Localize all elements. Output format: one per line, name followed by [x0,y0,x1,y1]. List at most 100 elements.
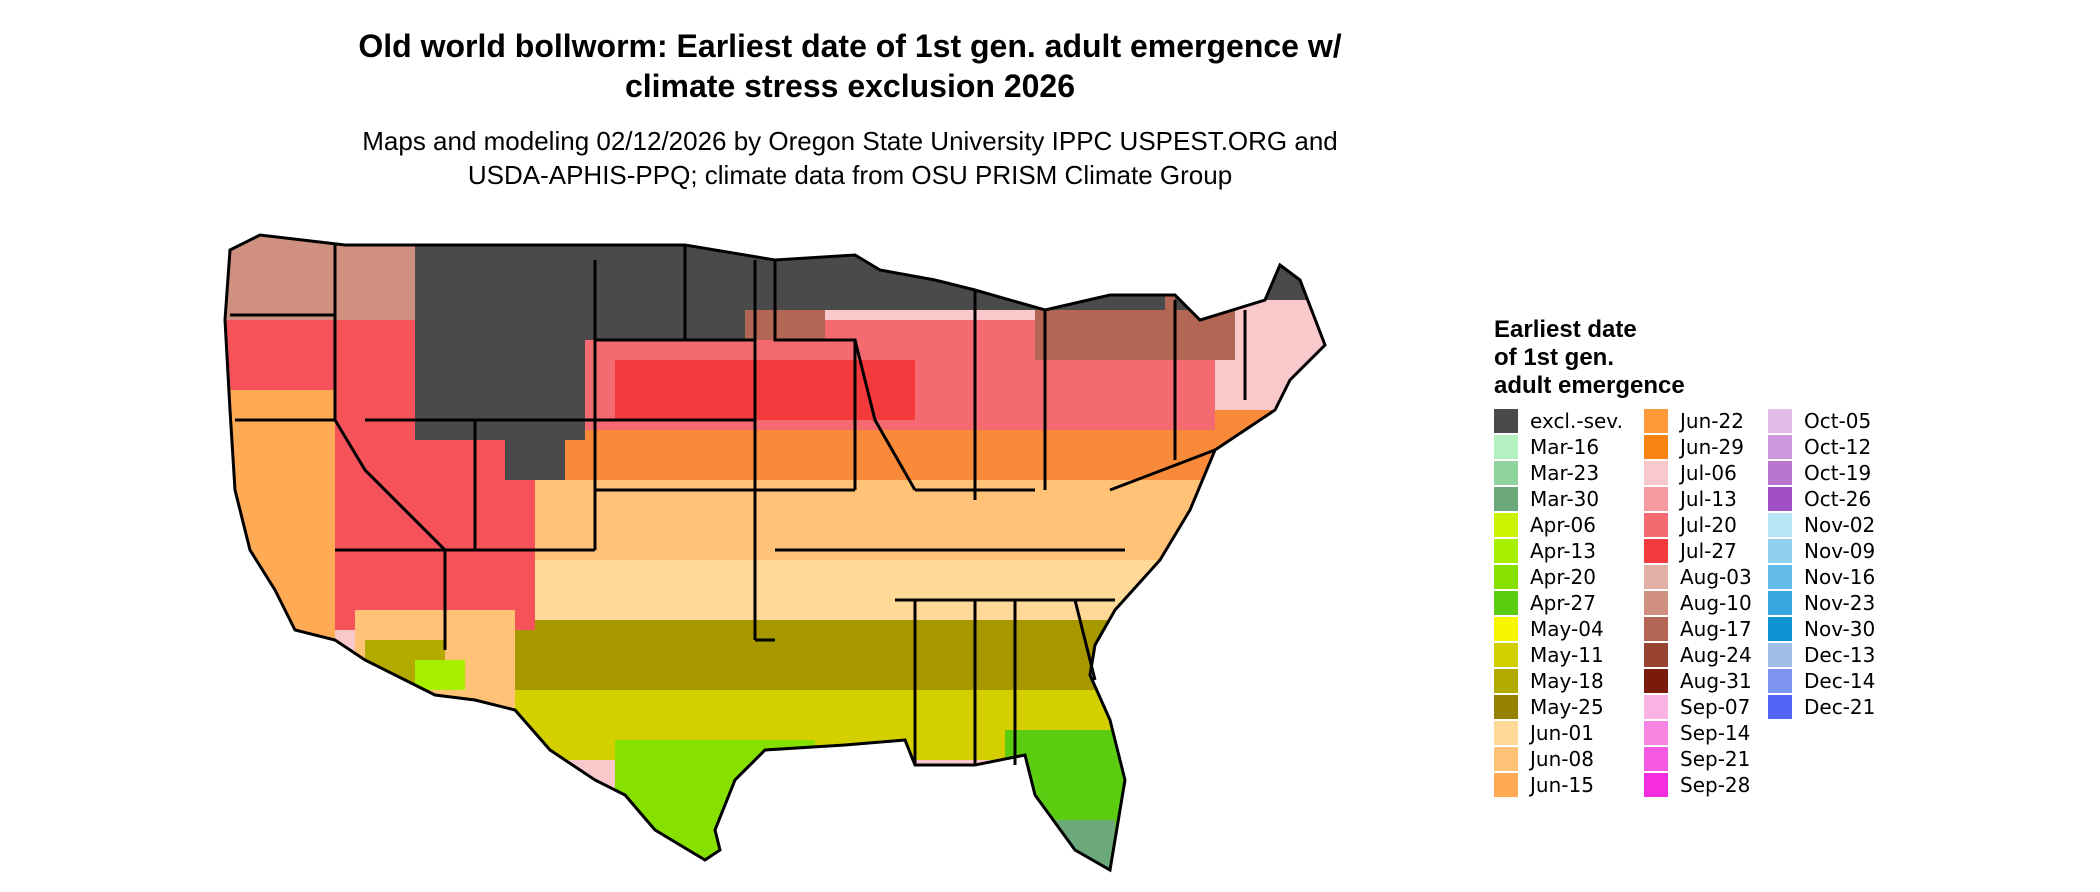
legend-label: Oct-12 [1804,435,1872,459]
legend-swatch [1644,643,1668,667]
legend-swatch [1768,513,1792,537]
legend-label: Apr-20 [1530,565,1596,589]
legend-swatch [1644,695,1668,719]
legend-swatch [1644,461,1668,485]
legend-column-1: excl.-sev. Mar-16 Mar-23 Mar-30 Apr-06 Apr-13… [1494,408,1623,798]
legend-label: Nov-16 [1804,565,1876,589]
legend-item: Jul-06 [1644,460,1752,486]
legend-label: Jul-13 [1680,487,1737,511]
legend-swatch [1494,487,1518,511]
legend-label: Apr-06 [1530,513,1596,537]
legend-swatch [1644,591,1668,615]
legend-swatch [1768,565,1792,589]
legend-item: Aug-17 [1644,616,1752,642]
legend-item: Aug-10 [1644,590,1752,616]
legend-item: Dec-14 [1768,668,1875,694]
legend-swatch [1644,721,1668,745]
legend-item: Mar-23 [1494,460,1623,486]
legend-swatch [1494,435,1518,459]
legend-swatch [1494,565,1518,589]
legend-item: Nov-16 [1768,564,1875,590]
legend-swatch [1644,513,1668,537]
legend-label: Sep-14 [1680,721,1751,745]
legend-item: Apr-20 [1494,564,1623,590]
legend-item: Sep-28 [1644,772,1752,798]
legend-swatch [1768,591,1792,615]
legend-swatch [1644,409,1668,433]
legend-swatch [1644,487,1668,511]
legend-swatch [1494,617,1518,641]
legend-item: Jun-08 [1494,746,1623,772]
legend-label: Mar-16 [1530,435,1600,459]
map-subtitle-line-2: USDA-APHIS-PPQ; climate data from OSU PR… [467,160,1233,190]
legend-label: Dec-13 [1804,643,1876,667]
legend-label: Aug-24 [1680,643,1752,667]
legend-swatch [1494,461,1518,485]
map-subtitle-line-1: Maps and modeling 02/12/2026 by Oregon S… [362,126,1338,156]
us-emergence-map [223,233,1327,872]
legend-item: May-04 [1494,616,1623,642]
legend-swatch [1768,487,1792,511]
legend-swatch [1494,643,1518,667]
legend-item: Apr-13 [1494,538,1623,564]
legend-label: May-18 [1530,669,1604,693]
legend-swatch [1644,747,1668,771]
legend-label: Sep-07 [1680,695,1751,719]
legend-swatch [1644,669,1668,693]
legend-label: Jun-01 [1530,721,1594,745]
legend-swatch [1494,695,1518,719]
legend-item: Jun-01 [1494,720,1623,746]
legend-label: Dec-21 [1804,695,1876,719]
legend-label: Mar-30 [1530,487,1600,511]
legend-swatch [1768,461,1792,485]
map-title-line-1: Old world bollworm: Earliest date of 1st… [358,28,1342,64]
legend-item: Nov-30 [1768,616,1875,642]
legend-swatch [1494,773,1518,797]
legend-swatch [1494,669,1518,693]
map-title-line-2: climate stress exclusion 2026 [624,68,1076,104]
legend-item: May-18 [1494,668,1623,694]
legend-item: Oct-12 [1768,434,1875,460]
legend-item: Dec-21 [1768,694,1875,720]
legend-label: Apr-27 [1530,591,1596,615]
legend-title-line-2: of 1st gen. [1494,344,1615,371]
legend-swatch [1494,721,1518,745]
legend-label: May-04 [1530,617,1604,641]
map-color-fill [225,235,1325,870]
legend-swatch [1494,747,1518,771]
legend-swatch [1644,435,1668,459]
legend-label: Jun-15 [1530,773,1594,797]
legend-item: Jul-13 [1644,486,1752,512]
legend-swatch [1644,565,1668,589]
legend-label: Sep-28 [1680,773,1751,797]
legend-item: excl.-sev. [1494,408,1623,434]
legend-item: Jun-29 [1644,434,1752,460]
map-subtitle: Maps and modeling 02/12/2026 by Oregon S… [300,124,1400,192]
legend-item: Jul-27 [1644,538,1752,564]
legend-item: Apr-27 [1494,590,1623,616]
legend-swatch [1768,695,1792,719]
legend-swatch [1494,591,1518,615]
legend-label: Mar-23 [1530,461,1600,485]
legend-swatch [1494,409,1518,433]
legend-item: Aug-31 [1644,668,1752,694]
map-title: Old world bollworm: Earliest date of 1st… [300,26,1400,106]
legend-item: Nov-23 [1768,590,1875,616]
legend-label: Jul-20 [1680,513,1737,537]
legend-item: Sep-07 [1644,694,1752,720]
legend-swatch [1768,435,1792,459]
legend-item: Aug-03 [1644,564,1752,590]
legend-label: Dec-14 [1804,669,1876,693]
legend-item: Dec-13 [1768,642,1875,668]
legend-item: Aug-24 [1644,642,1752,668]
legend-item: Apr-06 [1494,512,1623,538]
legend-label: Aug-31 [1680,669,1752,693]
legend-item: Sep-21 [1644,746,1752,772]
legend-item: Mar-30 [1494,486,1623,512]
legend-label: Jun-29 [1680,435,1744,459]
legend-title: Earliest date of 1st gen. adult emergenc… [1494,316,1754,400]
legend-label: Jun-22 [1680,409,1744,433]
legend-label: Oct-19 [1804,461,1872,485]
legend-swatch [1768,617,1792,641]
legend-label: Oct-26 [1804,487,1872,511]
